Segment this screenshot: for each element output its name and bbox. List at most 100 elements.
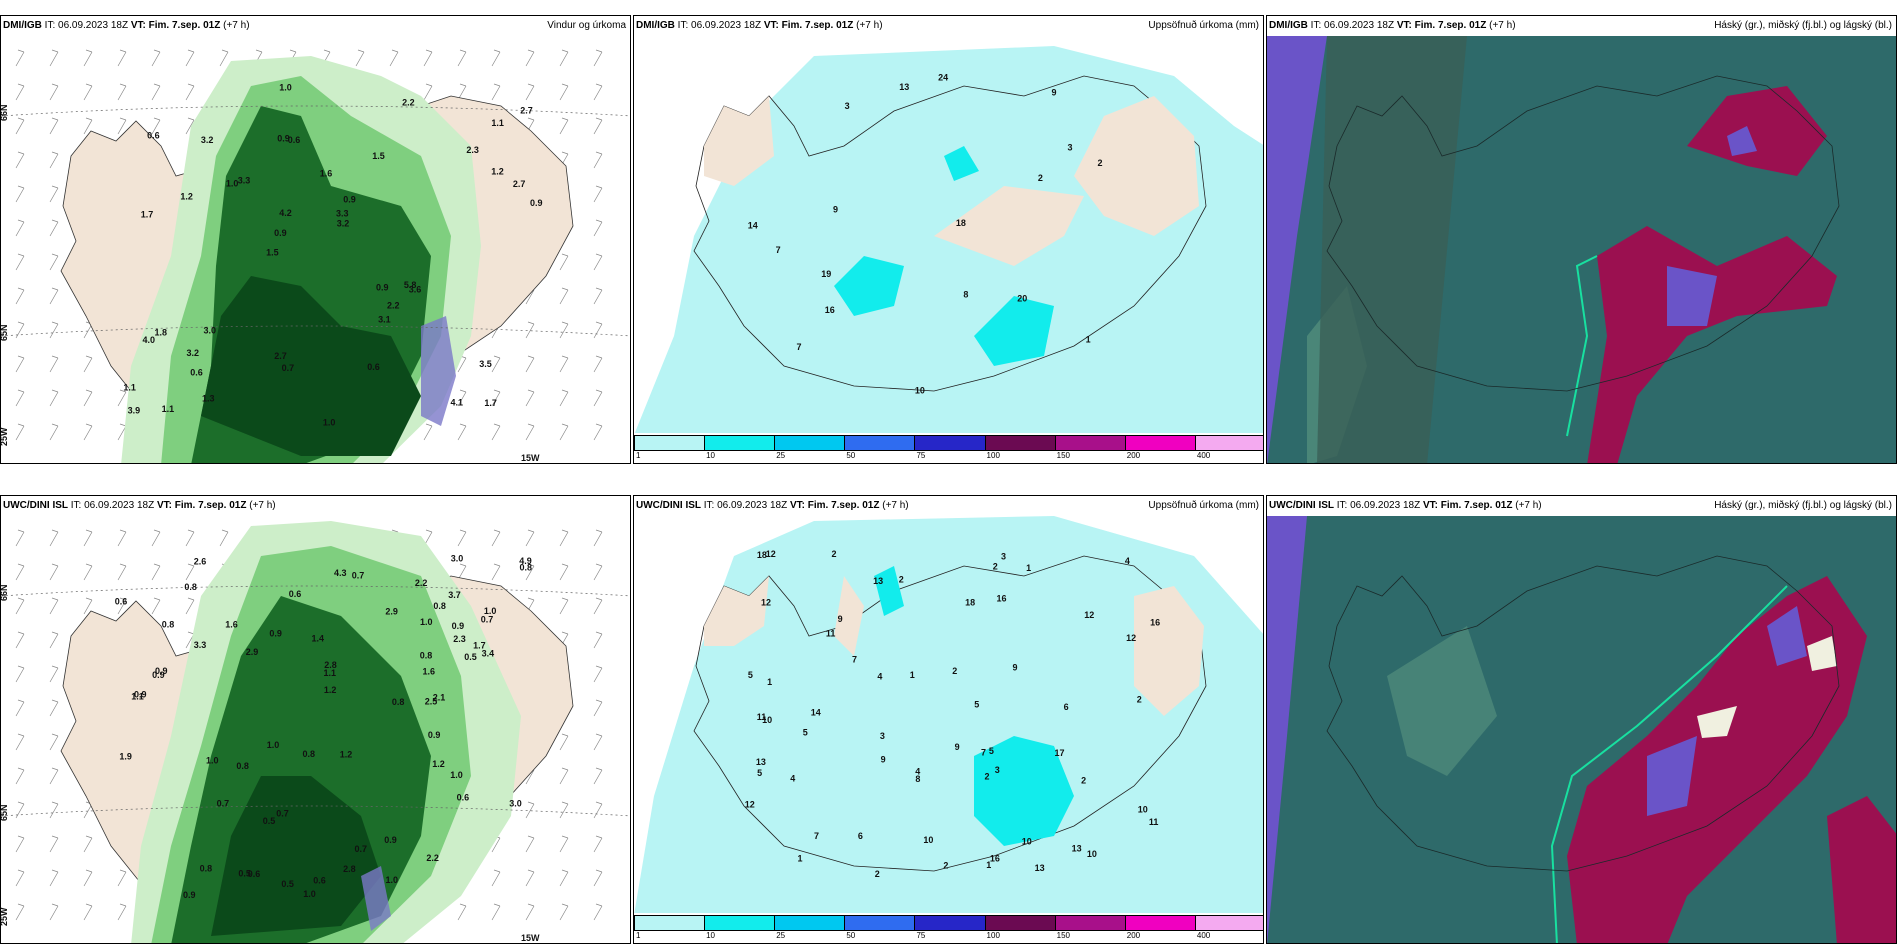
wind-barb	[525, 49, 535, 67]
wind-barb	[117, 869, 127, 887]
wind-barb	[83, 389, 93, 407]
mid-cloud-violet	[1647, 736, 1697, 816]
value-label: 1	[798, 853, 803, 863]
value-label: 1.2	[180, 191, 193, 201]
wind-barb	[15, 185, 25, 203]
model-name: UWC/DINI ISL	[636, 500, 701, 511]
wind-barb	[593, 597, 603, 615]
value-label: 19	[821, 269, 831, 279]
product-title: Uppsöfnuð úrkoma (mm)	[1148, 500, 1259, 511]
wind-barb	[185, 529, 195, 547]
colorbar-swatch	[984, 435, 1056, 451]
wind-barb	[15, 835, 25, 853]
wind-barb	[593, 665, 603, 683]
wind-barb	[117, 389, 127, 407]
wind-barb	[593, 767, 603, 785]
value-label: 0.7	[481, 615, 494, 625]
cloud-map-svg	[1267, 36, 1896, 463]
wind-barb	[525, 83, 535, 101]
value-label: 0.9	[343, 194, 356, 204]
wind-barb	[117, 903, 127, 921]
value-label: 0.7	[276, 809, 289, 819]
value-label: 7	[776, 245, 781, 255]
graticule-65n	[1, 325, 630, 337]
value-label: 12	[745, 799, 755, 809]
wind-barb	[15, 151, 25, 169]
panel-header: UWC/DINI ISL IT: 06.09.2023 18Z VT: Fim.…	[634, 496, 1263, 516]
colorbar-swatch	[844, 435, 916, 451]
lead-time: (+7 h)	[856, 20, 883, 31]
wind-barb	[117, 563, 127, 581]
wind-barb	[49, 631, 59, 649]
value-label: 0.7	[355, 844, 368, 854]
colorbar-swatch	[774, 915, 846, 931]
valid-time: VT: Fim. 7.sep. 01Z	[763, 20, 854, 31]
value-label: 10	[1022, 837, 1032, 847]
value-label: 2	[952, 666, 957, 676]
value-label: 0.9	[376, 282, 389, 292]
wind-barb	[15, 665, 25, 683]
wind-barb	[491, 83, 501, 101]
precip-cyan-band	[974, 736, 1074, 846]
wind-barb	[15, 117, 25, 135]
value-label: 2.5	[425, 697, 438, 707]
dry-land-east	[1074, 96, 1199, 236]
value-label: 3.9	[128, 406, 141, 416]
wind-barb	[593, 321, 603, 339]
wind-barb	[151, 529, 161, 547]
value-label: 2	[993, 562, 998, 572]
colorbar-tick-label: 50	[846, 931, 856, 940]
value-label: 2	[1038, 173, 1043, 183]
value-label: 0.9	[384, 835, 397, 845]
value-label: 4.9	[519, 556, 532, 566]
value-label: 4.3	[334, 568, 347, 578]
wind-barb	[219, 529, 229, 547]
wind-barb	[423, 83, 433, 101]
value-label: 24	[938, 72, 948, 82]
value-label: 1.2	[324, 685, 337, 695]
colorbar: 1 10 25 50 75 100 150 200 400	[634, 913, 1263, 943]
wind-barb	[593, 835, 603, 853]
value-label: 16	[825, 305, 835, 315]
value-label: 0.8	[420, 650, 433, 660]
value-label: 13	[873, 576, 883, 586]
wind-barb	[15, 801, 25, 819]
wind-barb	[593, 185, 603, 203]
value-label: 2.7	[520, 106, 533, 116]
wind-barb	[15, 869, 25, 887]
value-label: 2.2	[415, 578, 428, 588]
value-label: 2	[1098, 158, 1103, 168]
precip-light-area	[634, 516, 1263, 915]
value-label: 2	[875, 869, 880, 879]
precip-cyan-area	[974, 296, 1054, 366]
wind-barb	[559, 423, 569, 441]
precip-map-svg: 7 9 3 3 8 9 19 16 2 2 7 24 20 18 10 13 1 14	[634, 36, 1263, 435]
init-time: IT: 06.09.2023 18Z	[677, 20, 762, 31]
wind-barb	[49, 219, 59, 237]
value-label: 0.5	[281, 879, 294, 889]
colorbar-tick-label: 1	[636, 451, 641, 460]
value-label: 2	[943, 861, 948, 871]
high-cloud-magenta-north	[1687, 86, 1827, 176]
wind-barb	[491, 903, 501, 921]
lead-time: (+7 h)	[882, 500, 909, 511]
value-label: 4	[790, 773, 795, 783]
accumulated-precip-map: 7 9 3 3 8 9 19 16 2 2 7 24 20 18 10 13 1 14	[634, 36, 1263, 463]
value-label: 2.6	[194, 556, 207, 566]
wind-barb	[49, 287, 59, 305]
value-label: 1.0	[484, 606, 497, 616]
colorbar-swatch	[984, 915, 1056, 931]
value-label: 5	[803, 728, 808, 738]
value-label: 8	[915, 774, 920, 784]
wind-barb	[559, 117, 569, 135]
wind-barb	[185, 597, 195, 615]
value-label: 0.8	[520, 562, 533, 572]
colorbar-swatch	[634, 435, 706, 451]
valid-time: VT: Fim. 7.sep. 01Z	[1422, 500, 1513, 511]
wind-barb	[15, 767, 25, 785]
wind-barb	[83, 355, 93, 373]
lead-time: (+7 h)	[223, 20, 250, 31]
dry-land-west	[704, 576, 769, 646]
model-name: DMI/IGB	[3, 20, 42, 31]
colorbar-swatch	[1124, 915, 1196, 931]
